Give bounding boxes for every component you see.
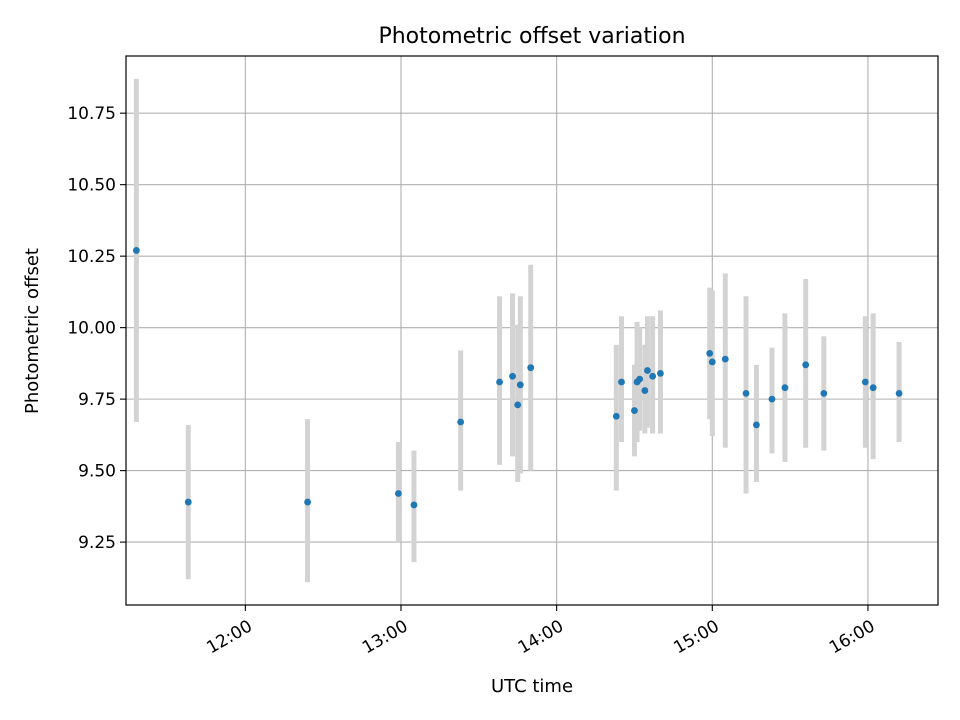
data-point (516, 381, 524, 389)
data-point (457, 418, 465, 426)
data-point (410, 501, 418, 509)
data-point (861, 378, 869, 386)
y-tick-label: 10.00 (67, 319, 116, 339)
y-tick-label: 9.50 (78, 462, 116, 482)
data-point (631, 407, 638, 414)
y-tick-label: 9.75 (78, 390, 116, 410)
y-tick-label: 10.25 (67, 247, 116, 267)
data-point (742, 390, 750, 397)
data-point (768, 395, 776, 403)
y-axis-label: Photometric offset (22, 248, 43, 414)
x-axis-label: UTC time (491, 676, 573, 697)
data-point (895, 390, 903, 397)
data-point (753, 421, 760, 429)
data-points (132, 247, 903, 509)
data-point (721, 355, 729, 363)
data-point (496, 378, 503, 386)
data-point (636, 375, 644, 383)
data-point (820, 390, 828, 397)
data-point (527, 364, 535, 372)
plot-frame (125, 55, 939, 606)
y-tick-label: 9.25 (78, 533, 116, 553)
data-point (612, 412, 620, 420)
data-point (781, 384, 789, 392)
data-point (649, 372, 657, 380)
y-tick-label: 10.75 (67, 104, 116, 124)
data-point (509, 372, 516, 380)
data-point (802, 361, 810, 369)
data-point (641, 387, 649, 394)
data-point (132, 247, 140, 254)
y-tick-label: 10.50 (67, 176, 116, 196)
data-point (618, 378, 625, 386)
data-point (708, 358, 716, 366)
data-point (657, 369, 664, 377)
data-point (184, 498, 192, 506)
data-point (869, 384, 877, 392)
data-point (394, 490, 402, 497)
data-point (514, 401, 522, 409)
data-point (644, 367, 651, 374)
data-point (304, 498, 311, 506)
data-point (706, 349, 714, 357)
chart-title: Photometric offset variation (378, 24, 685, 49)
